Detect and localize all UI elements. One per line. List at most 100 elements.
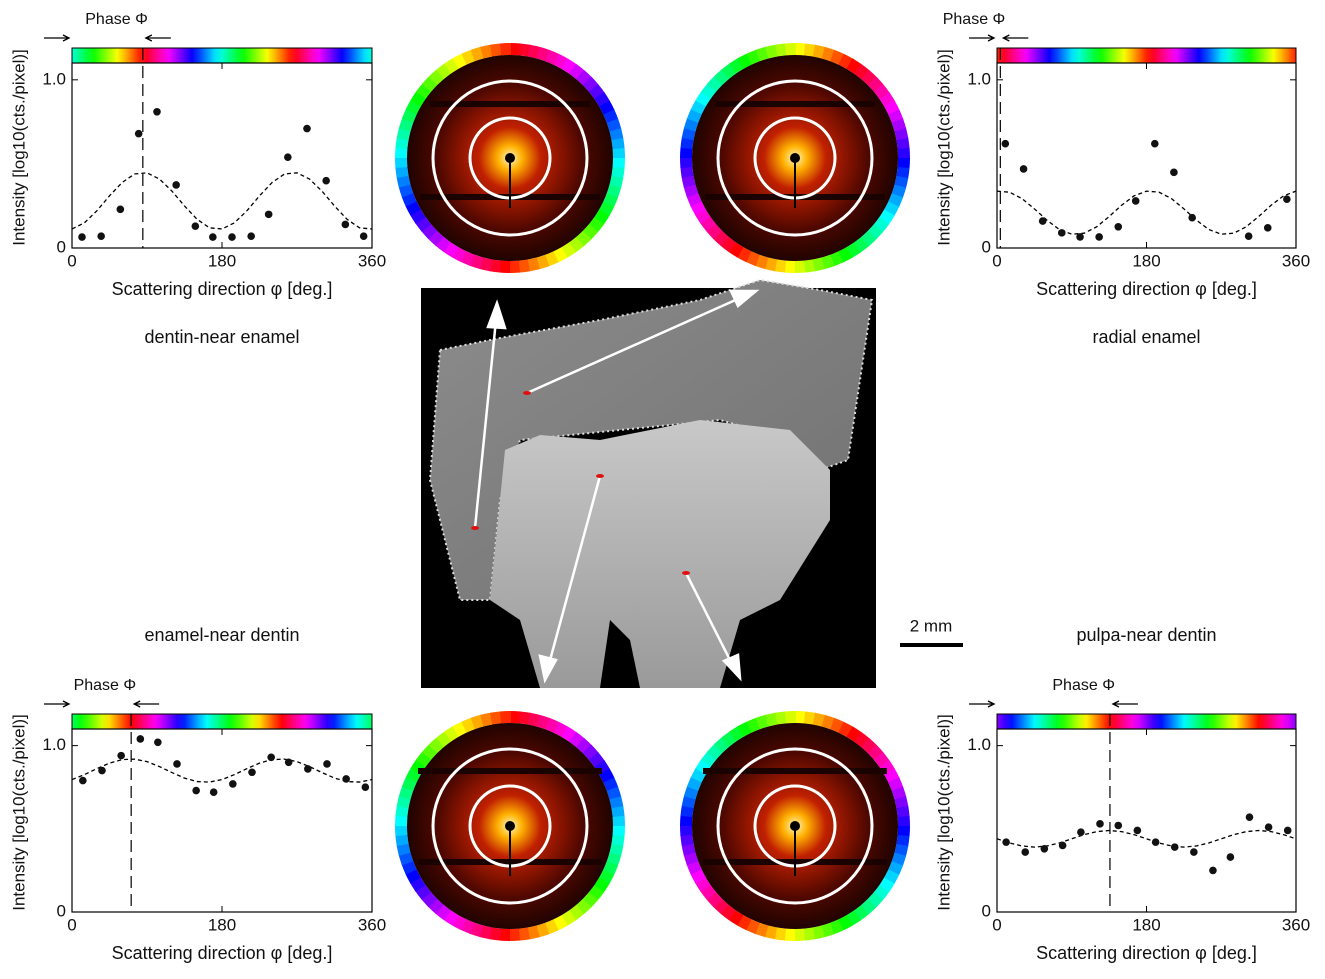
hue-ring — [758, 52, 768, 55]
hue-ring — [608, 195, 612, 205]
phase-arrow — [44, 35, 69, 41]
data-point — [1209, 867, 1217, 875]
hue-ring — [520, 717, 530, 718]
hue-ring — [481, 931, 491, 933]
hue-ring — [690, 788, 693, 798]
data-point — [1059, 842, 1067, 850]
fit-curve — [997, 830, 1296, 847]
hue-ring — [433, 74, 441, 81]
hue-ring — [884, 881, 890, 890]
x-tick-label: 180 — [208, 251, 236, 270]
data-point — [304, 765, 312, 773]
hue-ring — [692, 194, 696, 204]
hue-ring — [758, 720, 768, 723]
hue-ring — [447, 63, 456, 69]
data-point — [173, 760, 181, 768]
y-tick-label: 1.0 — [967, 69, 991, 88]
hue-ring — [572, 909, 580, 915]
hue-ring — [408, 779, 412, 789]
hue-ring — [872, 749, 879, 757]
hue-ring — [617, 167, 618, 177]
hue-ring — [593, 88, 599, 96]
hue-ring — [878, 221, 884, 229]
hue-ring — [902, 807, 903, 817]
hue-ring — [850, 732, 859, 738]
data-point — [78, 233, 86, 241]
hue-ring — [686, 816, 687, 826]
hue-ring — [696, 203, 701, 212]
hue-ring — [407, 194, 411, 204]
hue-ring — [894, 112, 898, 122]
plot-frame — [72, 729, 372, 912]
hue-ring — [537, 928, 547, 931]
hue-ring — [732, 63, 741, 69]
hue-ring — [618, 826, 619, 836]
hue-ring — [547, 56, 557, 60]
hue-ring — [421, 87, 427, 95]
phase-arrow — [1003, 35, 1028, 41]
panel-caption: radial enamel — [1092, 327, 1200, 347]
beamstop — [790, 153, 800, 163]
hue-ring — [884, 95, 890, 104]
phase-label: Phase Φ — [74, 677, 137, 694]
data-point — [1002, 838, 1010, 846]
hue-ring — [608, 863, 612, 873]
hue-ring — [823, 53, 833, 56]
hue-ring — [767, 718, 777, 720]
data-point — [1020, 165, 1028, 173]
hue-ring — [411, 203, 416, 212]
hue-ring — [700, 212, 706, 221]
hue-ring — [841, 59, 850, 64]
hue-ring — [565, 64, 574, 70]
hue-ring — [401, 148, 402, 158]
hue-ring — [696, 771, 701, 780]
data-point — [284, 153, 292, 161]
hue-ring — [741, 59, 750, 64]
hue-ring — [401, 816, 402, 826]
hue-ring — [593, 221, 599, 229]
hue-ring — [732, 247, 741, 253]
hue-ring — [849, 247, 858, 253]
data-point — [137, 735, 145, 743]
data-point — [1039, 217, 1047, 225]
hue-ring — [433, 742, 441, 749]
hue-ring — [580, 75, 588, 82]
hue-ring — [426, 227, 433, 235]
hue-ring — [599, 881, 605, 890]
hue-ring — [712, 748, 719, 756]
data-point — [342, 221, 350, 229]
hue-ring — [416, 95, 422, 104]
hue-ring — [564, 915, 573, 921]
hue-ring — [537, 260, 547, 263]
hue-ring — [463, 256, 473, 260]
hue-ring — [712, 80, 719, 88]
hue-ring — [795, 717, 805, 718]
data-point — [1058, 229, 1066, 237]
hue-ring — [546, 257, 556, 261]
phase-label: Phase Φ — [1052, 677, 1115, 694]
hue-ring — [415, 880, 421, 889]
data-point — [228, 233, 236, 241]
scale-bar: 2 mm — [900, 616, 963, 645]
hue-ring — [411, 103, 416, 112]
hue-ring — [538, 721, 548, 724]
hue-ring — [724, 909, 732, 915]
hue-ring — [849, 915, 858, 921]
data-point — [1170, 169, 1178, 177]
y-tick-label: 0 — [982, 237, 991, 256]
x-tick-label: 0 — [67, 251, 76, 270]
detector-gap — [703, 768, 887, 774]
hue-ring — [402, 844, 404, 854]
hue-ring — [546, 925, 556, 929]
hue-ring — [732, 731, 741, 737]
phase-arrow — [969, 35, 994, 41]
hue-ring — [902, 836, 903, 846]
data-point — [172, 181, 180, 189]
phase-arrow — [146, 35, 171, 41]
hue-ring — [718, 74, 726, 81]
x-axis-label: Scattering direction φ [deg.] — [1036, 943, 1257, 963]
hue-ring — [612, 854, 615, 864]
hue-ring — [481, 263, 491, 265]
y-axis-label: Intensity [log10(cts./pixel)] — [9, 49, 28, 246]
y-axis-label: Intensity [log10(cts./pixel)] — [9, 714, 28, 911]
